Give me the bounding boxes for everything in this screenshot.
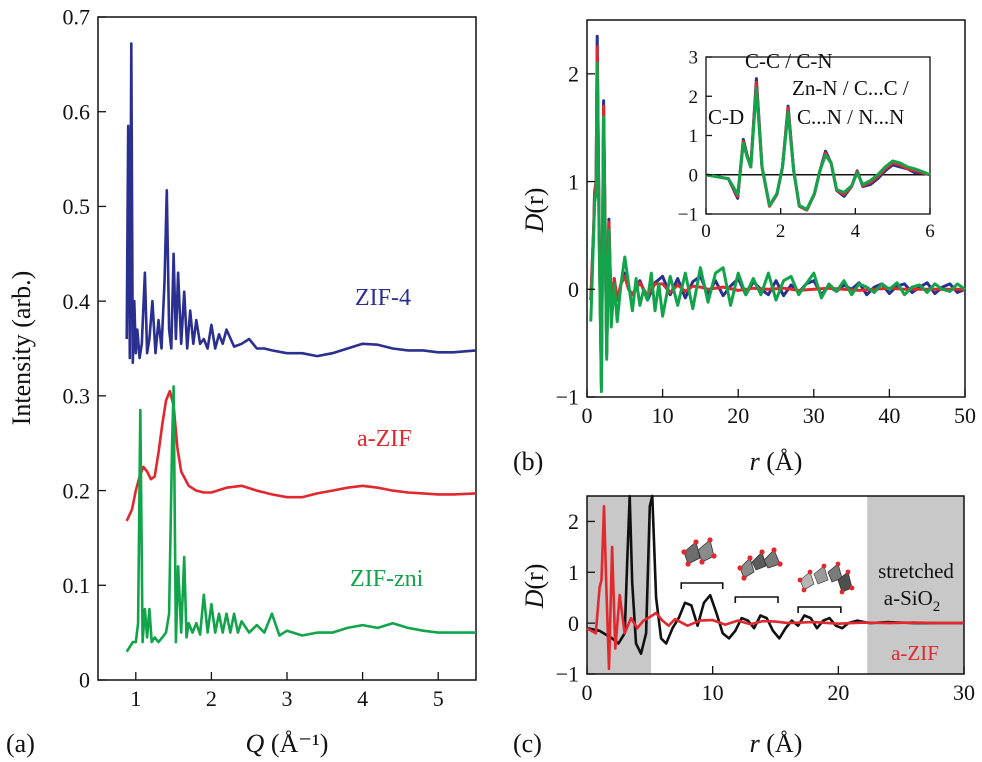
inset-xtick-label: 2 (776, 221, 786, 242)
panel-b-xtick-label: 0 (582, 403, 593, 428)
panel-b-ylabel: D(r) (520, 188, 549, 234)
cluster-glyph-dimer (681, 537, 717, 567)
inset-frame (705, 56, 931, 215)
panel-b-ytick-label: −1 (556, 385, 579, 410)
panel-a: 1 2 3 4 5 0 0.1 0.2 0.3 0.4 0.5 0.6 0.7 Intensity (a… (6, 5, 477, 758)
panel-c-ytick-label: 2 (568, 509, 579, 534)
panel-c-shaded-regions (587, 496, 964, 674)
inset-ytick-label: 3 (689, 48, 699, 69)
inset-annotation-cc-cn: C-C / C-N (745, 49, 833, 73)
panel-c-series (586, 494, 964, 671)
panel-c-xlabel: r (Å) (750, 729, 803, 758)
panel-b-frame (586, 19, 966, 398)
inset-xtick-label: 0 (701, 221, 711, 242)
inset-annotation-cn-nn: C...N / N...N (797, 105, 904, 129)
panel-a-line-azif (125, 389, 477, 522)
inset-ytick-label: 2 (689, 87, 699, 108)
panel-a-ticks: 1 2 3 4 5 0 0.1 0.2 0.3 0.4 0.5 0.6 0.7 (63, 5, 444, 711)
inset-annotation-znn: Zn-N / C...C / (792, 76, 909, 100)
panel-c-azif-label: a-ZIF (891, 641, 939, 665)
panel-c-ytick-label: −1 (556, 662, 579, 687)
panel-c-line-azif (586, 504, 964, 671)
panel-b-xlabel: r (Å) (750, 447, 803, 476)
panel-a-xtick-label: 5 (433, 686, 444, 711)
panel-c-bracket-2 (734, 596, 779, 603)
panel-a-ytick-label: 0.6 (63, 99, 91, 124)
panel-c-xtick-label: 10 (702, 680, 724, 705)
panel-b-ytick-label: 2 (568, 62, 579, 87)
inset-xtick-label: 6 (925, 221, 935, 242)
panel-c-bracket-3 (797, 606, 842, 613)
inset-line-zifzni (705, 86, 931, 211)
panel-c-ylabel: D(r) (520, 564, 549, 610)
zif4-series-label: ZIF-4 (355, 285, 411, 311)
panel-c-shaded-region-2 (867, 496, 964, 674)
panel-a-ytick-label: 0.5 (63, 194, 91, 219)
inset-xtick-label: 4 (851, 221, 861, 242)
panel-a-ytick-label: 0.7 (63, 5, 91, 30)
panel-c-xtick-label: 30 (953, 680, 975, 705)
panel-b-xtick-label: 40 (878, 403, 900, 428)
sio2-label: a-SiO2 (884, 586, 941, 615)
panel-a-ylabel: Intensity (arb.) (7, 271, 36, 426)
panel-a-xtick-label: 3 (282, 686, 293, 711)
azif-series-label: a-ZIF (357, 426, 412, 452)
panel-b-xtick-label: 50 (954, 403, 976, 428)
panel-c-xtick-label: 0 (582, 680, 593, 705)
inset-ytick-label: −1 (678, 205, 698, 226)
inset-ytick-label: 0 (689, 165, 699, 186)
panel-c-label: (c) (513, 729, 542, 758)
panel-c-ytick-label: 0 (568, 611, 579, 636)
cluster-glyph-trimer (737, 547, 783, 581)
panel-a-label: (a) (6, 729, 35, 758)
panel-a-line-zif4 (125, 42, 477, 365)
panel-a-ytick-label: 0.2 (63, 478, 91, 503)
panel-b-line-zifzni (589, 61, 966, 394)
inset-annotation-cd: C-D (708, 105, 744, 129)
panel-a-ytick-label: 0 (79, 668, 90, 693)
panel-c-xtick-label: 20 (827, 680, 849, 705)
panel-a-series (125, 42, 477, 653)
panel-a-xlabel: Q (Å⁻¹) (246, 729, 329, 758)
panel-b-series (589, 34, 966, 394)
panel-b-ytick-label: 0 (568, 277, 579, 302)
inset-series (705, 77, 931, 212)
panel-a-xtick-label: 4 (357, 686, 368, 711)
panel-c-brackets (680, 582, 842, 613)
stretched-label: stretched (878, 559, 954, 583)
panel-c-bracket-1 (680, 582, 724, 589)
panel-a-line-zifzni (125, 385, 476, 653)
inset-ytick-label: 1 (689, 126, 699, 147)
panel-a-ytick-label: 0.1 (63, 573, 91, 598)
panel-b-ytick-label: 1 (568, 169, 579, 194)
panel-a-xtick-label: 1 (130, 686, 141, 711)
panel-b-xtick-label: 20 (727, 403, 749, 428)
panel-a-xtick-label: 2 (206, 686, 217, 711)
zifzni-series-label: ZIF-zni (350, 566, 424, 592)
panel-a-ytick-label: 0.4 (63, 289, 91, 314)
cluster-glyph-tetramer (797, 561, 855, 595)
panel-b-xtick-label: 10 (652, 403, 674, 428)
panel-c-ytick-label: 1 (568, 560, 579, 585)
panel-c-frame (586, 495, 965, 675)
panel-b-label: (b) (513, 447, 543, 476)
panel-b-xtick-label: 30 (803, 403, 825, 428)
panel-a-ytick-label: 0.3 (63, 384, 91, 409)
